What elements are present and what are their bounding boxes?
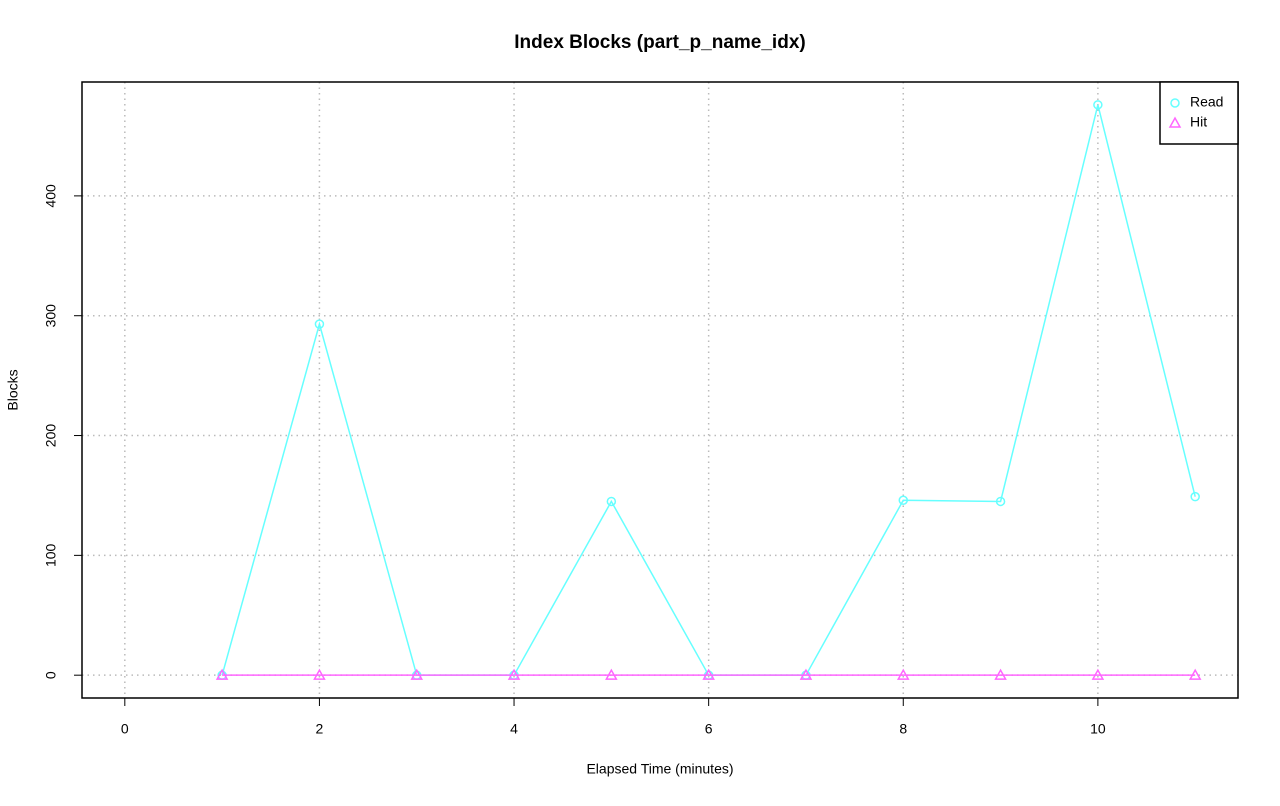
marker (313, 668, 326, 680)
legend-marker (1170, 98, 1180, 108)
x-axis-label: Elapsed Time (minutes) (586, 761, 733, 777)
marker (994, 668, 1007, 680)
marker (1091, 668, 1105, 680)
y-tick-label: 400 (43, 184, 59, 208)
y-tick-label: 200 (43, 424, 59, 448)
plot-frame (81, 81, 1239, 699)
marker (215, 668, 229, 680)
marker (606, 496, 617, 507)
marker (507, 668, 521, 680)
marker (1190, 491, 1200, 502)
x-tick-label: 2 (316, 721, 324, 737)
legend-label: Read (1190, 94, 1223, 110)
legend-marker (1168, 116, 1182, 128)
chart-title: Index Blocks (part_p_name_idx) (514, 32, 805, 53)
y-tick-label: 300 (43, 304, 59, 328)
marker (410, 668, 424, 680)
y-axis-label: Blocks (5, 369, 21, 410)
marker (898, 495, 909, 505)
marker (1093, 100, 1103, 110)
marker (1188, 668, 1202, 680)
x-tick-label: 8 (899, 721, 907, 737)
marker (995, 496, 1006, 507)
x-tick-label: 10 (1090, 721, 1106, 737)
marker (605, 668, 618, 680)
marker (702, 668, 715, 680)
x-tick-label: 6 (705, 721, 713, 737)
legend-box (1159, 81, 1239, 145)
x-tick-label: 4 (510, 721, 518, 737)
marker (314, 319, 325, 329)
x-tick-label: 0 (121, 721, 129, 737)
legend-label: Hit (1190, 114, 1207, 130)
y-tick-label: 100 (43, 543, 59, 567)
marker (799, 668, 813, 680)
marker (896, 668, 910, 680)
y-tick-label: 0 (43, 671, 59, 679)
